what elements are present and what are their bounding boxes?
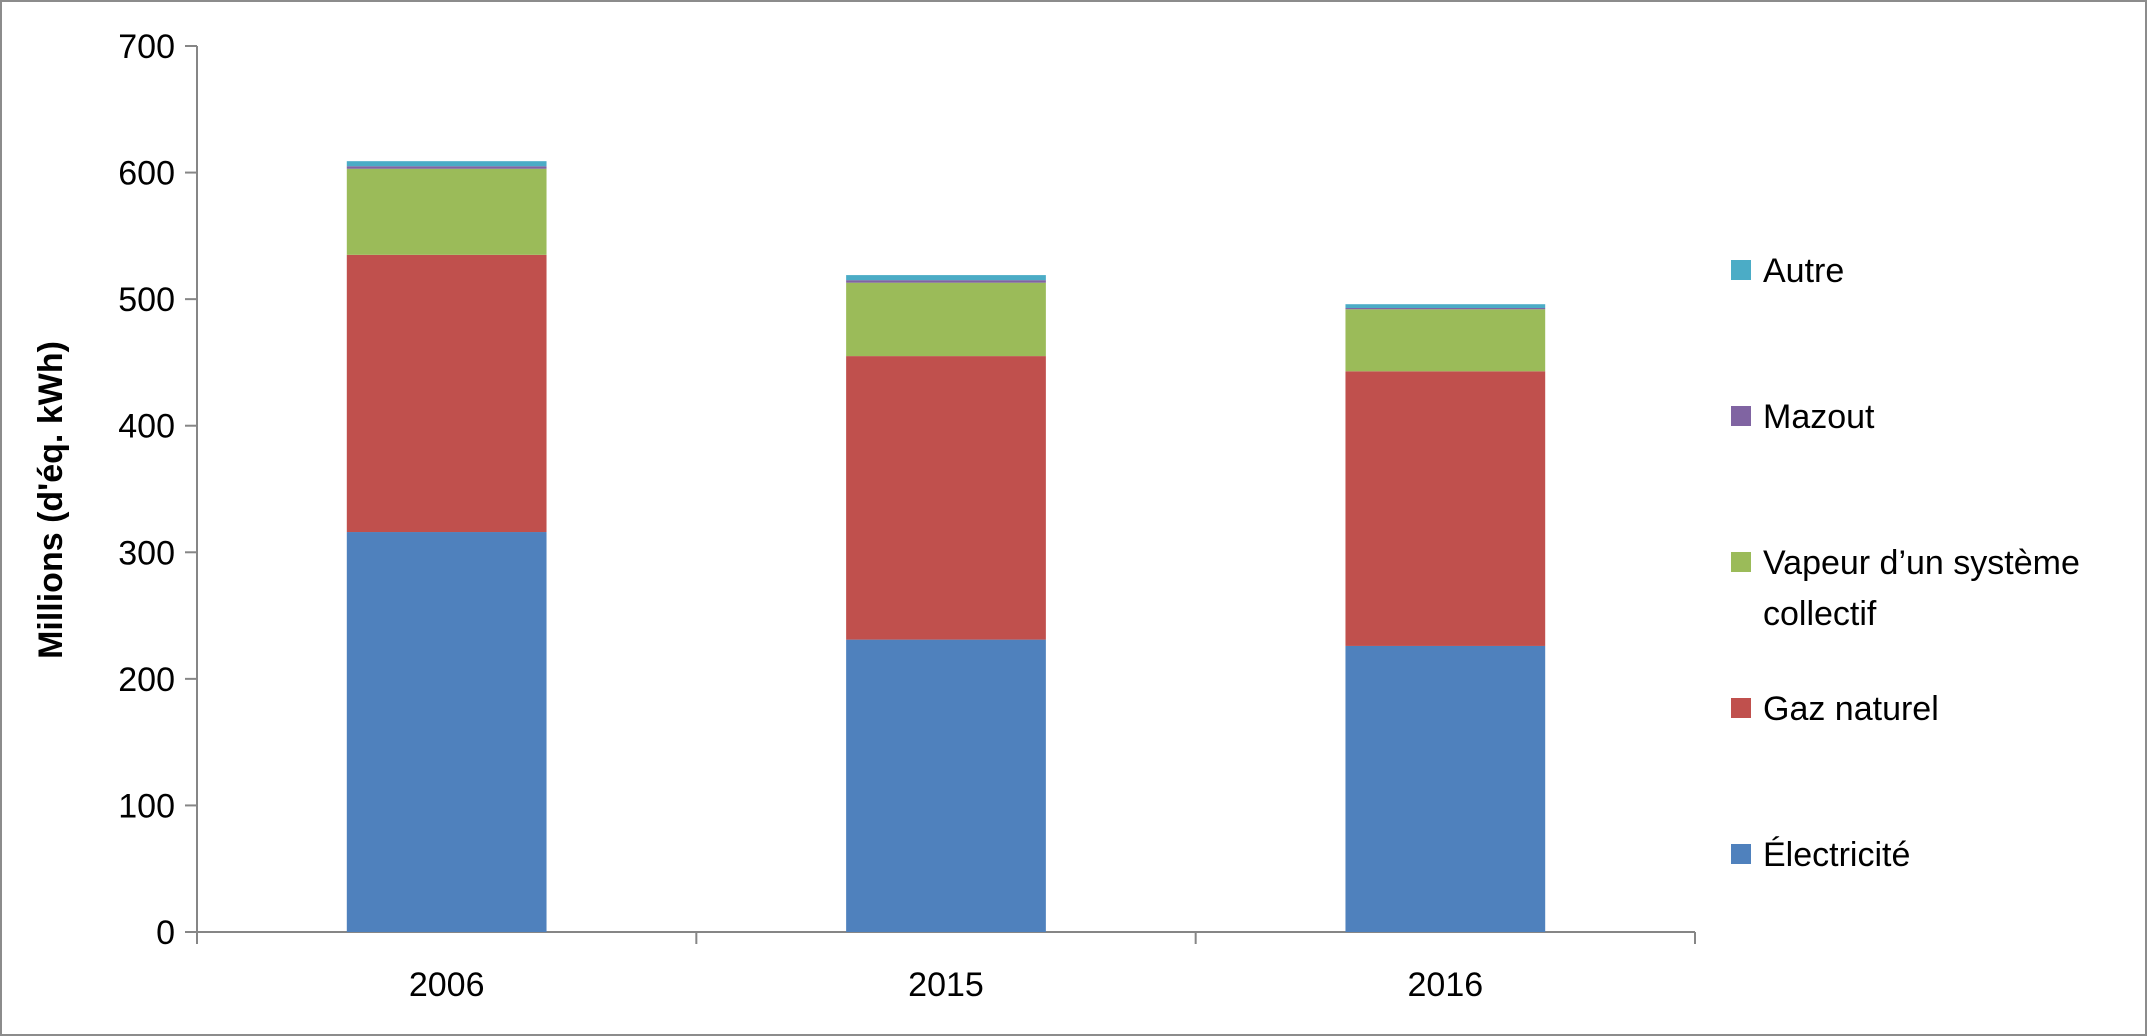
y-tick-label: 700: [118, 28, 175, 66]
bar-segment: [346, 254, 547, 533]
bar-segment: [846, 639, 1046, 932]
bar-segment: [1345, 304, 1546, 309]
bar-segment: [1345, 308, 1546, 310]
legend-label: Gaz naturel: [1763, 690, 1939, 728]
legend-label: Électricité: [1763, 836, 1910, 874]
bar-segment: [1345, 645, 1546, 932]
x-tick-label: 2006: [409, 966, 485, 1004]
y-tick-label: 300: [118, 534, 175, 572]
bar-segment: [846, 275, 1046, 281]
legend-swatch: [1731, 260, 1751, 280]
legend-label: Mazout: [1763, 398, 1875, 436]
legend-swatch: [1731, 844, 1751, 864]
y-tick-label: 600: [118, 155, 175, 193]
y-tick-label: 100: [118, 787, 175, 825]
legend-label: collectif: [1763, 595, 1877, 633]
bar-segment: [1345, 371, 1546, 646]
y-tick-label: 0: [156, 914, 175, 952]
bar-segment: [1345, 309, 1546, 372]
bar-segment: [846, 282, 1046, 357]
bars: [346, 161, 1546, 932]
legend-swatch: [1731, 406, 1751, 426]
legend-label: Autre: [1763, 252, 1844, 290]
y-tick-label: 400: [118, 408, 175, 446]
x-tick-label: 2015: [908, 966, 984, 1004]
bar-segment: [346, 161, 547, 167]
legend-swatch: [1731, 552, 1751, 572]
x-tick-label: 2016: [1408, 966, 1484, 1004]
legend: Autre Mazout Vapeur d’un système collectif G…: [1731, 252, 2080, 874]
y-axis-title: Millions (d'éq. kWh): [32, 341, 70, 659]
bar-segment: [846, 356, 1046, 640]
legend-label: Vapeur d’un système: [1763, 544, 2080, 582]
bar-segment: [346, 168, 547, 255]
bar-segment: [846, 280, 1046, 283]
bar-segment: [346, 166, 547, 169]
y-axis: 0 100 200 300 400 500 600 700: [118, 28, 198, 952]
bar-segment: [346, 532, 547, 932]
legend-swatch: [1731, 698, 1751, 718]
y-tick-label: 500: [118, 281, 175, 319]
y-tick-label: 200: [118, 661, 175, 699]
